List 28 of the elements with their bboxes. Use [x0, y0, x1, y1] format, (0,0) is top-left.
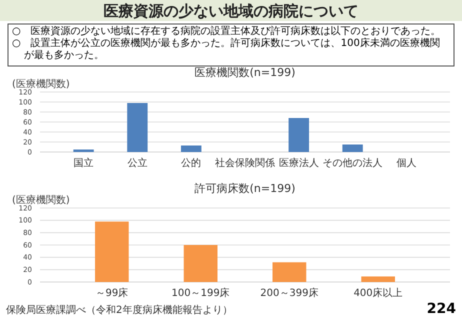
- x-tick-label: 医療法人: [278, 157, 319, 169]
- x-tick-label: ～99床: [96, 287, 128, 299]
- bar: [361, 276, 395, 282]
- x-tick-label: 公立: [127, 157, 148, 169]
- bar: [127, 103, 148, 152]
- x-tick-label: 国立: [74, 157, 94, 169]
- x-tick-label: 400床以上: [354, 287, 403, 299]
- x-tick-label: 200～399床: [260, 287, 318, 299]
- y-axis-title: (医療機関数): [12, 194, 70, 206]
- x-tick-label: 個人: [396, 158, 416, 169]
- bar: [95, 222, 129, 282]
- x-tick-label: その他の法人: [322, 157, 383, 169]
- y-axis-title: (医療機関数): [12, 78, 70, 90]
- bar: [288, 118, 310, 152]
- text: 224: [426, 301, 456, 317]
- text: 医療資源の少ない地域の病院について: [104, 2, 358, 20]
- text: ○ 設置主体が公立の医療機関が最も多かった。許可病床数については、100床未満の医療機関が最も多かった。: [12, 37, 440, 61]
- text: ○ 医療資源の少ない地域に存在する病院の設置主体及び許可病床数は以下のとおりであった。: [12, 25, 441, 37]
- x-tick-label: 社会保険関係: [215, 157, 275, 169]
- bar: [184, 245, 218, 282]
- x-tick-label: 公的: [181, 157, 202, 169]
- chart-title: 許可病床数(n=199): [194, 182, 296, 195]
- bar: [272, 262, 306, 282]
- chart-title: 医療機関数(n=199): [194, 66, 296, 79]
- bar: [180, 146, 202, 152]
- bar: [342, 144, 363, 152]
- x-tick-label: 100～199床: [172, 287, 230, 299]
- text: 保険局医療課調べ（令和2年度病床機能報告より）: [6, 304, 232, 316]
